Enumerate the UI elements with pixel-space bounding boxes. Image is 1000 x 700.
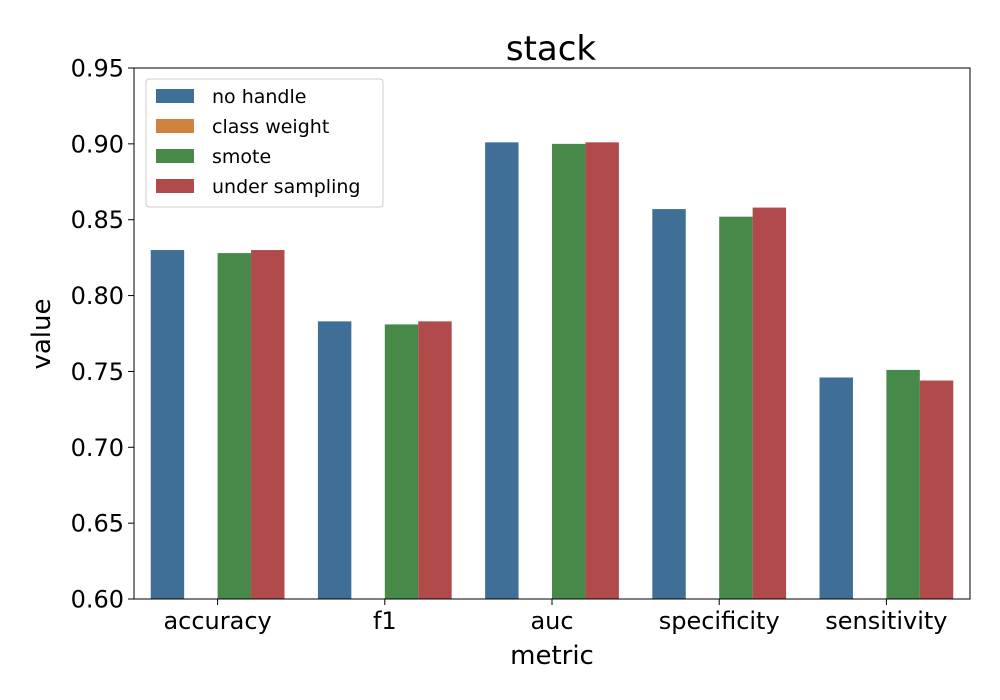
legend-label-under-sampling: under sampling <box>212 176 360 198</box>
bar-f1-under-sampling <box>418 321 452 599</box>
legend-box <box>145 78 384 208</box>
x-axis-label: metric <box>510 641 594 671</box>
bar-accuracy-smote <box>217 253 252 599</box>
legend-swatch-class-weight <box>156 119 194 133</box>
chart-title: stack <box>506 29 597 69</box>
x-tick-label-specificity: specificity <box>659 607 780 635</box>
bars-layer <box>150 142 954 600</box>
bar-specificity-no-handle <box>652 209 686 599</box>
y-axis: 0.60 0.65 0.70 0.75 0.80 0.85 0.90 0.95 <box>71 55 134 614</box>
bar-accuracy-under-sampling <box>251 250 285 600</box>
legend: no handle class weight smote under sampling <box>145 78 384 208</box>
y-tick-label: 0.75 <box>71 358 124 386</box>
bar-auc-smote <box>552 143 586 599</box>
bar-f1-smote <box>384 324 419 599</box>
bar-auc-under-sampling <box>585 142 619 599</box>
x-tick-label-accuracy: accuracy <box>163 607 271 635</box>
bar-auc-no-handle <box>485 142 519 599</box>
x-tick-label-auc: auc <box>530 607 573 635</box>
legend-label-class-weight: class weight <box>212 116 329 138</box>
x-tick-label-f1: f1 <box>373 607 397 635</box>
bar-sensitivity-smote <box>886 369 920 599</box>
bar-specificity-smote <box>719 216 753 599</box>
legend-swatch-under-sampling <box>156 179 194 193</box>
y-tick-label: 0.95 <box>71 55 124 83</box>
legend-label-smote: smote <box>212 146 271 168</box>
bar-accuracy-no-handle <box>150 250 185 600</box>
legend-label-no-handle: no handle <box>212 86 306 108</box>
y-tick-label: 0.70 <box>71 434 124 462</box>
y-tick-label: 0.65 <box>71 510 124 538</box>
y-tick-label: 0.80 <box>71 282 124 310</box>
x-tick-label-sensitivity: sensitivity <box>825 607 947 635</box>
x-axis: accuracy f1 auc specificity sensitivity <box>163 599 948 635</box>
bar-sensitivity-no-handle <box>819 377 853 599</box>
bar-f1-no-handle <box>317 321 352 599</box>
bar-sensitivity-under-sampling <box>919 380 954 599</box>
y-tick-label: 0.90 <box>71 130 124 158</box>
legend-swatch-smote <box>156 149 194 163</box>
y-tick-label: 0.85 <box>71 206 124 234</box>
bar-specificity-under-sampling <box>752 207 787 599</box>
legend-swatch-no-handle <box>156 89 194 103</box>
y-axis-label: value <box>27 298 57 369</box>
y-tick-label: 0.60 <box>71 586 124 614</box>
